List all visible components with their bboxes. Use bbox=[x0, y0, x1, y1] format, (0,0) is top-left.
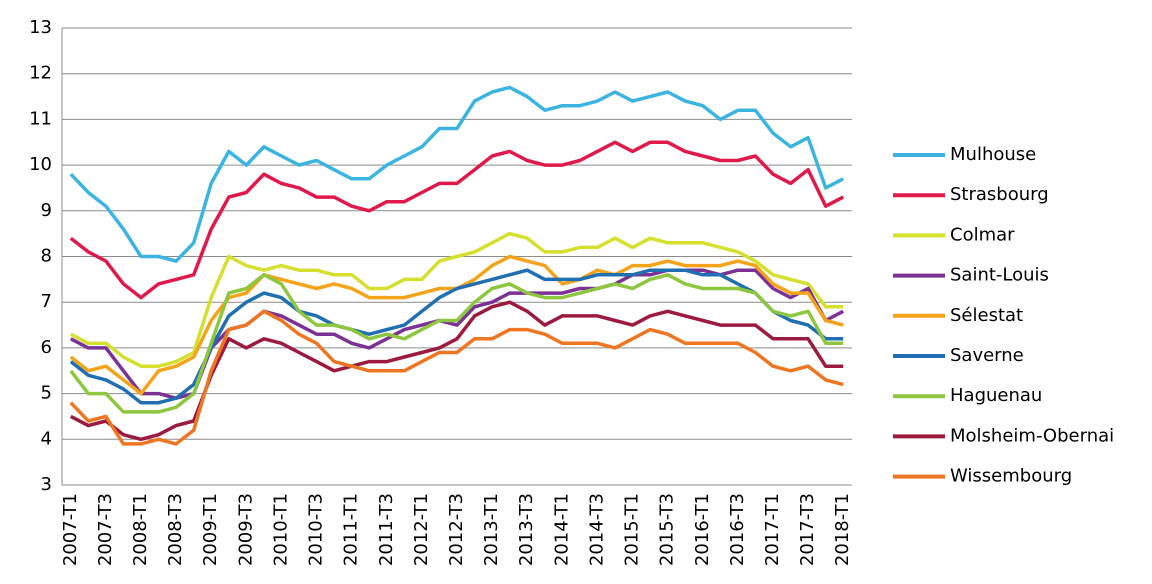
y-tick-label: 7 bbox=[41, 291, 52, 312]
x-tick-label: 2012-T1 bbox=[411, 493, 432, 566]
legend-label: Mulhouse bbox=[950, 144, 1036, 165]
series-line bbox=[69, 140, 845, 300]
legend-label: Saverne bbox=[950, 345, 1024, 366]
y-tick-label: 9 bbox=[41, 200, 52, 221]
x-tick-label: 2008-T3 bbox=[165, 493, 186, 566]
series-line bbox=[69, 85, 845, 263]
legend-label: Wissembourg bbox=[950, 466, 1072, 487]
x-tick-label: 2007-T1 bbox=[60, 493, 81, 566]
x-tick-label: 2007-T3 bbox=[95, 493, 116, 566]
legend-label: Haguenau bbox=[950, 385, 1042, 406]
x-tick-label: 2011-T3 bbox=[376, 493, 397, 566]
x-tick-label: 2010-T3 bbox=[306, 493, 327, 566]
y-tick-label: 8 bbox=[41, 246, 52, 267]
series-line bbox=[69, 273, 844, 414]
series-line bbox=[69, 231, 844, 368]
legend-label: Strasbourg bbox=[950, 184, 1049, 205]
x-tick-label: 2017-T3 bbox=[797, 493, 818, 566]
y-tick-label: 5 bbox=[41, 383, 52, 404]
y-tick-label: 11 bbox=[29, 108, 52, 129]
x-tick-label: 2009-T3 bbox=[235, 493, 256, 566]
x-tick-label: 2016-T3 bbox=[727, 493, 748, 566]
y-tick-label: 4 bbox=[41, 428, 52, 449]
x-tick-label: 2014-T3 bbox=[586, 493, 607, 566]
y-tick-label: 13 bbox=[29, 17, 52, 38]
x-tick-label: 2015-T3 bbox=[657, 493, 678, 566]
x-tick-label: 2017-T1 bbox=[762, 493, 783, 566]
x-tick-label: 2009-T1 bbox=[200, 493, 221, 566]
x-tick-label: 2008-T1 bbox=[130, 493, 151, 566]
x-tick-label: 2013-T3 bbox=[516, 493, 537, 566]
legend-label: Colmar bbox=[950, 224, 1015, 245]
x-tick-label: 2012-T3 bbox=[446, 493, 467, 566]
legend-label: Saint-Louis bbox=[950, 265, 1049, 286]
x-tick-label: 2010-T1 bbox=[270, 493, 291, 566]
series-line bbox=[69, 309, 844, 446]
y-tick-label: 12 bbox=[29, 63, 52, 84]
x-tick-label: 2016-T1 bbox=[692, 493, 713, 566]
legend-label: Sélestat bbox=[950, 305, 1023, 326]
x-tick-label: 2015-T1 bbox=[622, 493, 643, 566]
y-tick-label: 6 bbox=[41, 337, 52, 358]
x-tick-label: 2014-T1 bbox=[551, 493, 572, 566]
x-tick-label: 2013-T1 bbox=[481, 493, 502, 566]
legend-label: Molsheim-Obernai bbox=[950, 425, 1114, 446]
y-tick-label: 3 bbox=[41, 474, 52, 495]
x-tick-label: 2018-T1 bbox=[832, 493, 853, 566]
x-tick-label: 2011-T1 bbox=[341, 493, 362, 566]
y-tick-label: 10 bbox=[29, 154, 52, 175]
